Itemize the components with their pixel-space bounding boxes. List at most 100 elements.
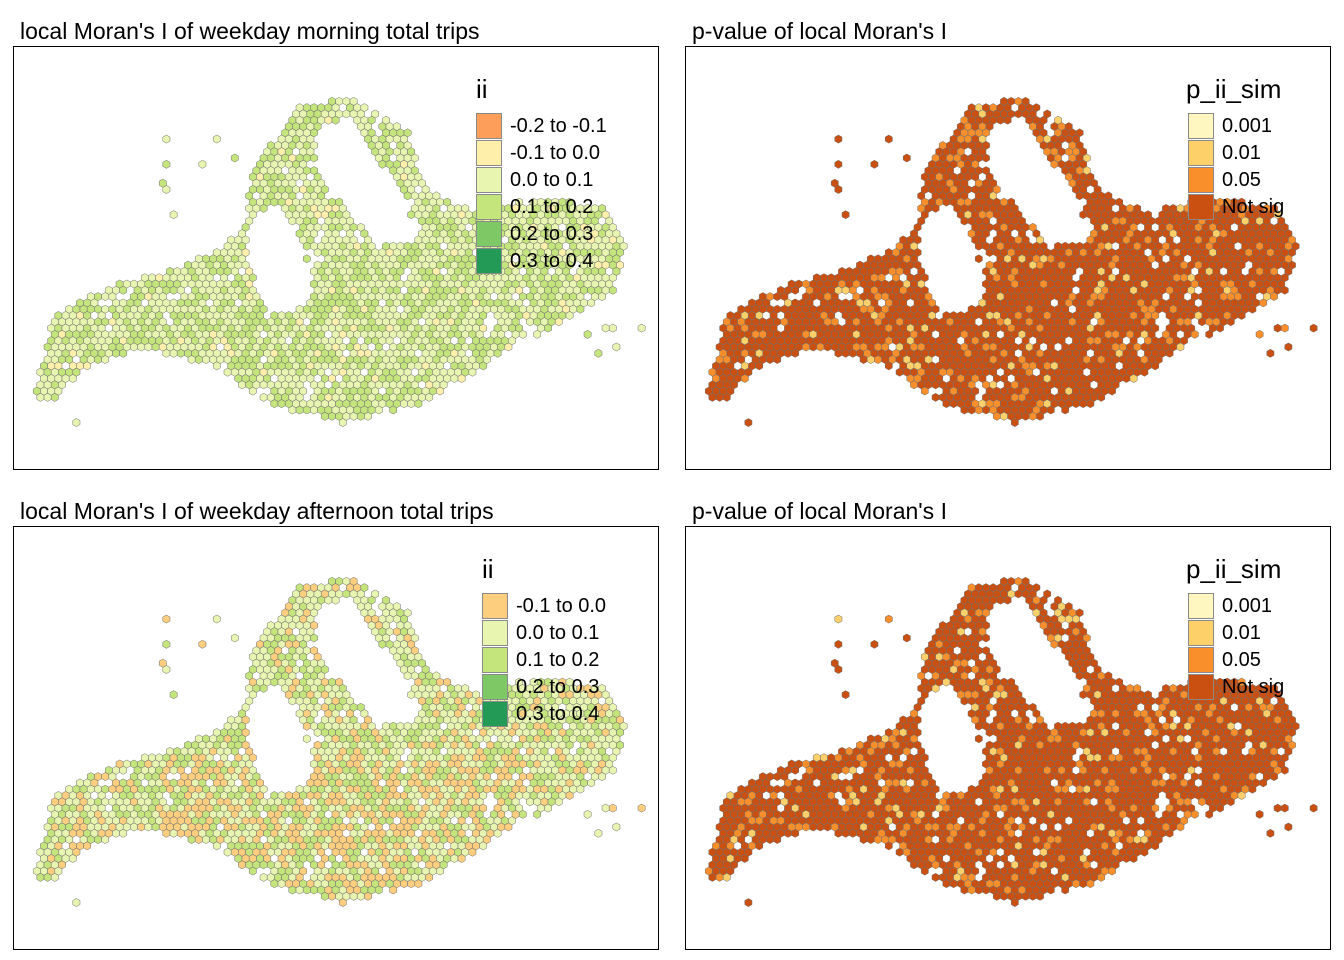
hex-cell [565, 791, 574, 800]
hex-cell [565, 311, 574, 320]
hex-cell [802, 342, 810, 352]
hex-cell [169, 348, 178, 358]
hex-cell [493, 348, 502, 358]
hex-cell [1014, 109, 1023, 119]
legend-swatch [1188, 194, 1214, 220]
hex-cell [834, 348, 843, 358]
hex-cell [960, 405, 969, 415]
legend-label: Not sig [1222, 196, 1285, 218]
hex-cell [137, 822, 146, 832]
hex-cell [414, 399, 423, 409]
hex-cell [1021, 411, 1030, 421]
hex-cell [349, 411, 358, 421]
hex-cell [834, 185, 843, 194]
hex-cell [1061, 405, 1070, 415]
hex-cell [328, 411, 336, 421]
hex-cell [920, 386, 929, 396]
hex-cell [162, 159, 171, 169]
hex-cell [310, 153, 318, 163]
hex-cell [870, 159, 879, 169]
hex-cell [202, 355, 210, 364]
hex-cell [1237, 311, 1246, 320]
hex-cell [1036, 411, 1044, 421]
hex-cell [848, 348, 857, 358]
hex-cell [544, 323, 552, 333]
hex-cell [608, 803, 617, 813]
hex-cell [766, 355, 774, 364]
hex-cell [425, 393, 434, 402]
hex-cell [248, 386, 257, 396]
hex-cell [36, 393, 45, 402]
hex-cell [1226, 317, 1235, 327]
hex-cell [931, 393, 940, 402]
hex-cell [212, 361, 221, 371]
legend-label: 0.2 to 0.3 [510, 223, 594, 245]
hex-cell [740, 374, 749, 383]
hex-cell [1086, 399, 1095, 409]
map-title-morning-ii: local Moran's I of weekday morning total… [20, 18, 480, 44]
legend-swatch [476, 221, 502, 247]
hex-cell [1273, 323, 1282, 333]
hex-cell [598, 772, 606, 781]
hex-cell [773, 292, 782, 301]
hex-cell [378, 159, 387, 169]
hex-cell [982, 405, 990, 415]
hex-cell [1284, 342, 1293, 352]
hex-cell [1000, 411, 1008, 421]
hex-cell [238, 380, 246, 390]
hex-cell [910, 380, 918, 390]
hex-cell [119, 765, 128, 775]
hex-cell [144, 822, 153, 832]
legend-label: 0.1 to 0.2 [510, 196, 594, 218]
hex-cell [1010, 418, 1019, 427]
hex-cell [302, 405, 311, 415]
hex-cell [755, 361, 764, 371]
hex-cell [277, 399, 286, 409]
legend-title: p_ii_sim [1186, 74, 1282, 104]
hex-cell [533, 330, 542, 339]
hex-cell [162, 348, 171, 358]
hex-cell [601, 323, 610, 333]
map-title-morning-pvalue: p-value of local Moran's I [692, 18, 947, 44]
hex-cell [816, 342, 825, 352]
hex-cell [288, 216, 297, 226]
hex-cell [119, 828, 128, 838]
hex-cell [982, 153, 990, 163]
hex-cell [169, 690, 178, 700]
hex-cell [1108, 386, 1116, 396]
hex-cell [1028, 411, 1037, 421]
hex-cell [162, 665, 171, 674]
hex-cell [324, 595, 333, 605]
hex-cell [554, 797, 563, 807]
hex-cell [169, 828, 178, 838]
hex-cell [1205, 330, 1214, 339]
hex-cell [72, 418, 81, 427]
hex-cell [119, 348, 128, 358]
hex-cell [612, 342, 621, 352]
hex-cell [259, 380, 268, 390]
hex-cell [874, 355, 882, 364]
hex-cell [1280, 285, 1289, 295]
hex-cell [791, 285, 800, 295]
hex-cell [1151, 361, 1160, 371]
hex-cell [176, 828, 185, 838]
hex-cell [356, 411, 365, 421]
legend-swatch [476, 194, 502, 220]
hex-cell [270, 399, 279, 409]
hex-cell [364, 411, 372, 421]
hex-cell [544, 803, 552, 813]
hex-cell [313, 248, 322, 257]
hex-cell [1165, 348, 1174, 358]
hex-cell [1216, 323, 1224, 333]
hex-cell [773, 355, 782, 364]
hex-cell [119, 285, 128, 295]
hex-cell [302, 721, 311, 731]
hex-cell [259, 684, 268, 693]
hex-cell [841, 210, 850, 220]
hex-cell [583, 810, 592, 819]
hex-cell [162, 828, 171, 838]
hex-cell [1248, 304, 1257, 314]
hex-cell [407, 399, 416, 409]
hex-cell [715, 393, 724, 402]
legend-label: 0.0 to 0.1 [510, 169, 594, 191]
